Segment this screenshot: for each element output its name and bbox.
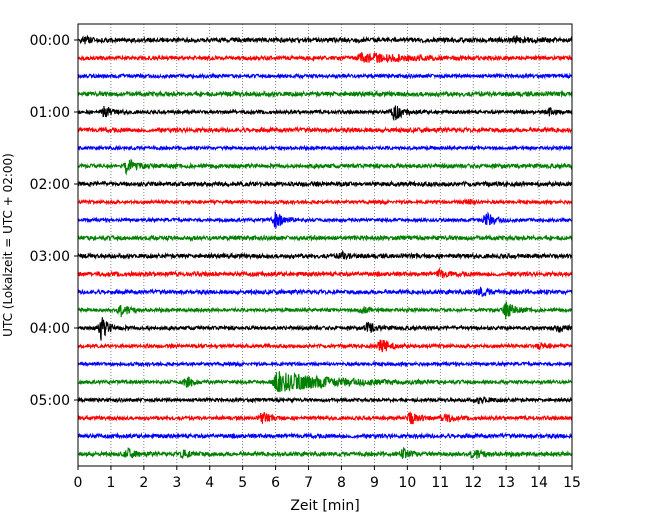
seismic-trace-21 xyxy=(77,411,573,425)
x-tick-label: 11 xyxy=(431,475,449,491)
x-tick-label: 0 xyxy=(74,475,83,491)
seismic-trace-18 xyxy=(77,360,573,368)
seismic-trace-6 xyxy=(77,144,573,152)
y-tick-label: 05:00 xyxy=(30,393,70,409)
plot-frame xyxy=(77,23,573,467)
x-tick-label: 8 xyxy=(337,475,346,491)
seismic-trace-19 xyxy=(77,371,573,393)
seismic-trace-10 xyxy=(77,211,573,229)
seismic-trace-14 xyxy=(77,286,573,297)
seismic-trace-0 xyxy=(77,34,573,45)
seismic-trace-20 xyxy=(77,396,573,405)
x-tick-label: 15 xyxy=(563,475,581,491)
seismic-trace-17 xyxy=(77,339,573,353)
seismic-trace-1 xyxy=(77,51,573,64)
y-tick-label: 00:00 xyxy=(30,33,70,49)
y-axis-ticks: 00:00 01:00 02:00 03:00 04:00 05:00 xyxy=(30,33,78,409)
x-tick-label: 7 xyxy=(304,475,313,491)
y-tick-label: 03:00 xyxy=(30,249,70,265)
seismic-trace-16 xyxy=(77,317,573,341)
seismic-trace-23 xyxy=(77,446,573,459)
seismic-trace-8 xyxy=(77,179,573,189)
seismic-trace-22 xyxy=(77,431,573,440)
seismic-trace-12 xyxy=(77,249,573,261)
x-tick-label: 12 xyxy=(464,475,482,491)
seismic-trace-4 xyxy=(77,105,573,122)
x-tick-label: 14 xyxy=(530,475,548,491)
x-tick-label: 4 xyxy=(205,475,214,491)
seismic-trace-15 xyxy=(77,301,573,320)
seismic-trace-3 xyxy=(77,89,573,99)
seismic-trace-2 xyxy=(77,72,573,80)
seismic-trace-11 xyxy=(77,233,573,243)
y-tick-label: 01:00 xyxy=(30,105,70,121)
y-tick-label: 02:00 xyxy=(30,177,70,193)
seismic-trace-13 xyxy=(77,267,573,280)
seismic-trace-9 xyxy=(77,197,573,206)
x-axis-ticks: 0 1 2 3 4 5 6 7 8 9 10 11 12 13 14 15 xyxy=(74,466,581,491)
y-axis-label: UTC (Lokalzeit = UTC + 02:00) xyxy=(1,153,15,337)
x-tick-label: 13 xyxy=(497,475,515,491)
x-tick-label: 1 xyxy=(106,475,115,491)
x-tick-label: 9 xyxy=(370,475,379,491)
seismic-trace-5 xyxy=(77,125,573,135)
x-axis-label: Zeit [min] xyxy=(290,498,359,514)
seismic-trace-7 xyxy=(77,158,573,176)
x-tick-label: 3 xyxy=(172,475,181,491)
x-tick-label: 10 xyxy=(398,475,416,491)
x-tick-label: 5 xyxy=(238,475,247,491)
x-tick-label: 6 xyxy=(271,475,280,491)
x-tick-label: 2 xyxy=(139,475,148,491)
seismic-traces xyxy=(77,34,573,459)
y-tick-label: 04:00 xyxy=(30,321,70,337)
